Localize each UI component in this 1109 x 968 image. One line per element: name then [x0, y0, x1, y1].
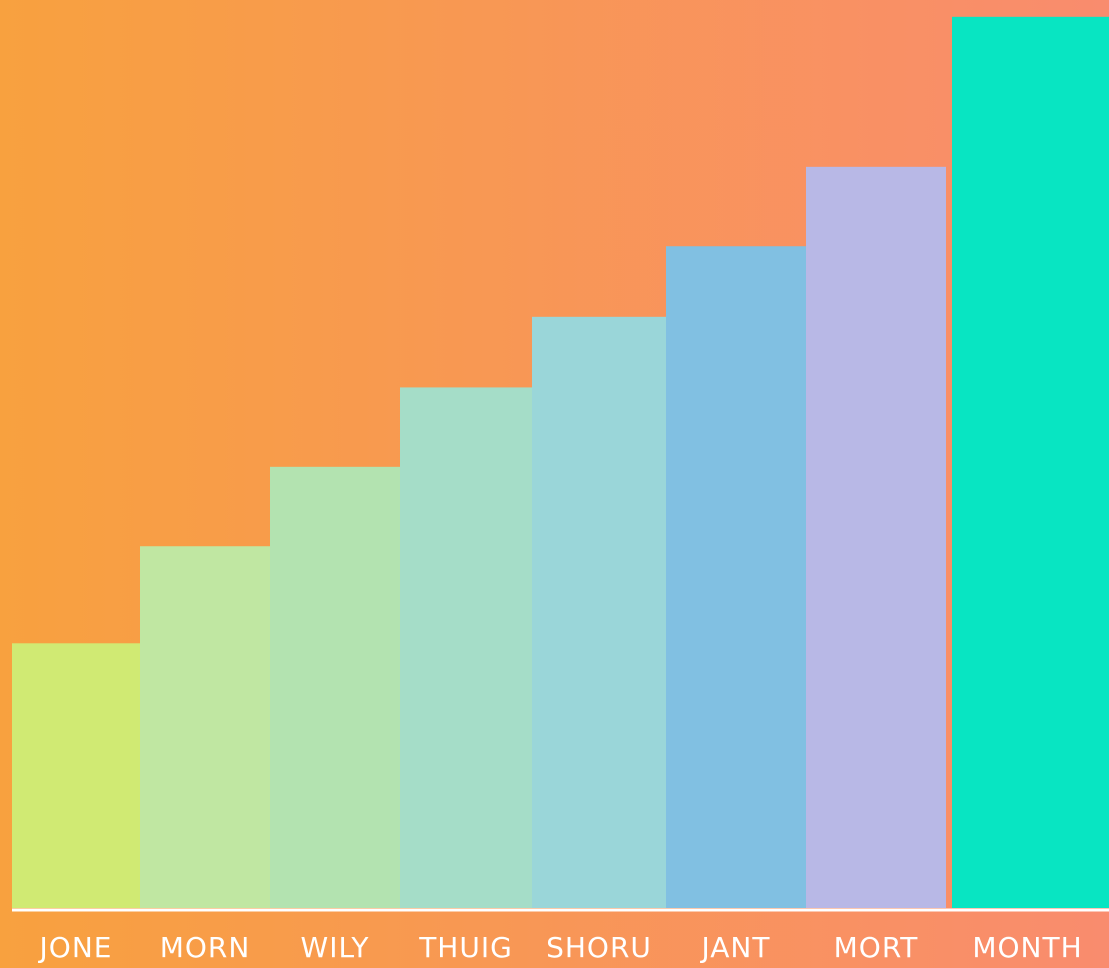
bar-mort [806, 166, 946, 908]
bar-jant [666, 246, 806, 908]
x-tick-label-mort: MORT [834, 931, 919, 964]
bar-wily [270, 466, 400, 908]
x-tick-labels: JONE MORN WILY THUIG SHORU JANT MORT MONTH [38, 931, 1082, 964]
x-tick-label-jant: JANT [700, 931, 771, 964]
x-tick-label-shoru: SHORU [546, 931, 652, 964]
x-tick-label-month: MONTH [972, 931, 1082, 964]
bar-morn [140, 546, 270, 908]
x-tick-label-thuig: THUIG [418, 931, 513, 964]
bar-series [12, 16, 1109, 909]
bar-thuig [400, 387, 532, 909]
x-tick-label-wily: WILY [301, 931, 370, 964]
bar-month [952, 16, 1109, 908]
x-tick-label-morn: MORN [160, 931, 251, 964]
x-tick-label-jone: JONE [38, 931, 113, 964]
bar-jone [12, 643, 140, 908]
bar-shoru [532, 316, 666, 909]
